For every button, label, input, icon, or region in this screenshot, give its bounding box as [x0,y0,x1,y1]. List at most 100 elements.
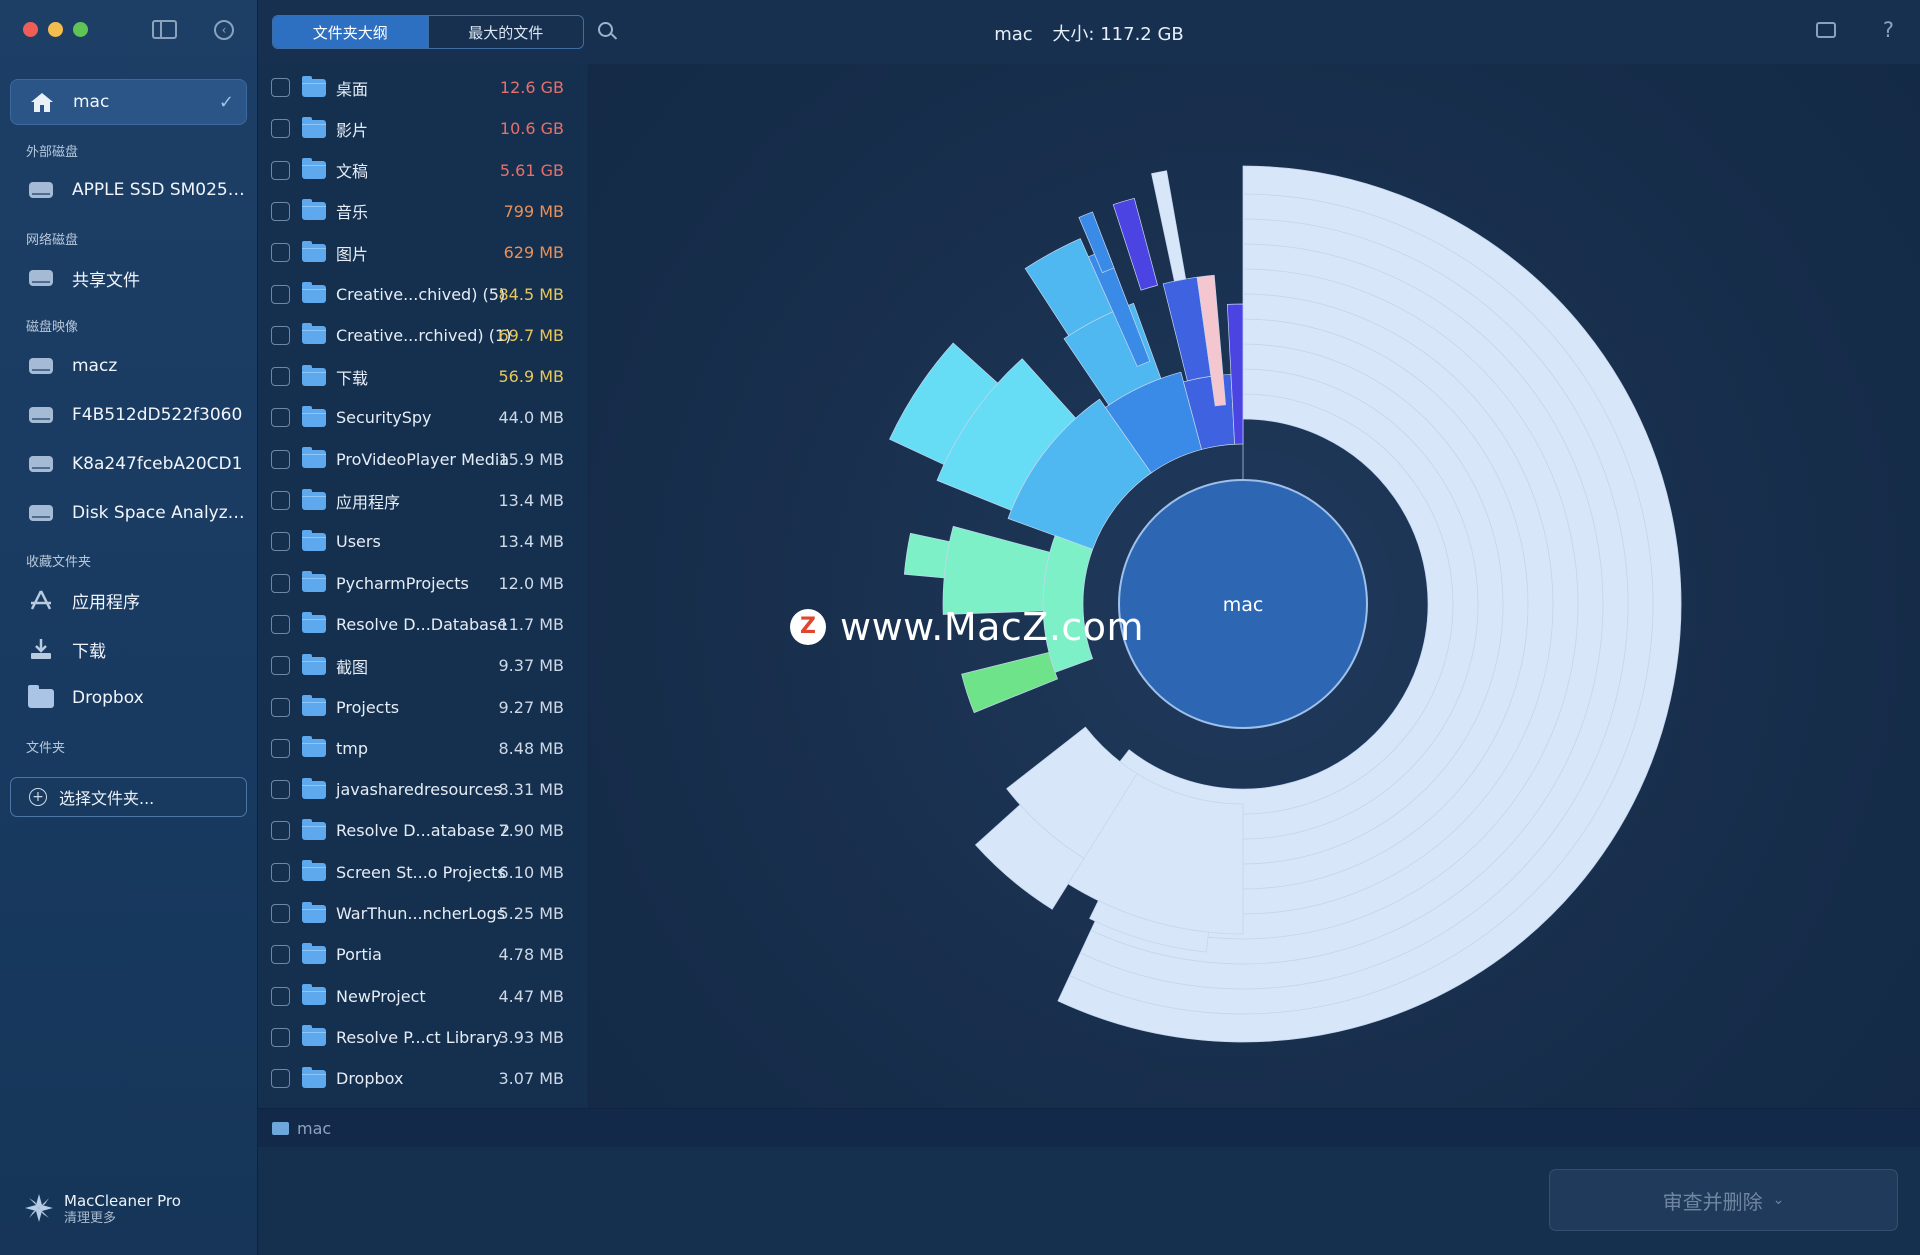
sunburst-segment-main[interactable] [1057,165,1682,1043]
folder-icon [28,684,54,708]
list-item[interactable]: 图片 629 MB [258,232,588,273]
list-item[interactable]: 下载 56.9 MB [258,356,588,397]
select-checkbox[interactable] [271,284,290,304]
list-item[interactable]: Projects 9.27 MB [258,687,588,728]
list-item[interactable]: 影片 10.6 GB [258,108,588,149]
help-icon[interactable]: ? [1882,18,1894,42]
sunburst-segment[interactable] [1089,900,1209,953]
sidebar-item-downloads[interactable]: 下载 [10,626,247,672]
folder-icon [302,860,326,882]
list-item[interactable]: ProVideoPlayer Media 15.9 MB [258,439,588,480]
folder-icon [302,612,326,634]
sidebar-item-mac[interactable]: mac ✓ [10,79,247,125]
select-checkbox[interactable] [271,780,290,800]
list-item[interactable]: 文稿 5.61 GB [258,150,588,191]
list-item[interactable]: WarThun...ncherLogs 5.25 MB [258,893,588,934]
list-item[interactable]: Resolve P...ct Library 3.93 MB [258,1017,588,1058]
close-window-button[interactable] [23,22,38,37]
zoom-window-button[interactable] [73,22,88,37]
list-item[interactable]: tmp 8.48 MB [258,728,588,769]
path-label[interactable]: mac [297,1118,332,1138]
select-checkbox[interactable] [271,862,290,882]
folder-name: Creative...chived) (5) [336,284,506,304]
sidebar-item-image-2[interactable]: K8a247fcebA20CD1 [10,441,247,487]
select-checkbox[interactable] [271,160,290,180]
sunburst-segment[interactable] [903,532,950,579]
sunburst-segment[interactable] [961,651,1059,714]
sidebar-item-image-1[interactable]: F4B512dD522f3060 [10,392,247,438]
chevron-down-icon: ⌄ [1772,1192,1785,1208]
sidebar-item-apple-ssd[interactable]: APPLE SSD SM0256... [10,167,247,213]
back-icon[interactable]: ‹ [214,20,234,40]
select-checkbox[interactable] [271,1069,290,1089]
sidebar-item-applications[interactable]: 应用程序 [10,577,247,623]
select-checkbox[interactable] [271,325,290,345]
select-checkbox[interactable] [271,243,290,263]
select-checkbox[interactable] [271,201,290,221]
list-item[interactable]: Dropbox 3.07 MB [258,1058,588,1099]
tab-largest-files[interactable]: 最大的文件 [427,16,584,48]
list-item[interactable]: NewProject 4.47 MB [258,976,588,1017]
minimize-window-button[interactable] [48,22,63,37]
folder-icon [302,488,326,510]
select-checkbox[interactable] [271,449,290,469]
sidebar-item-shared[interactable]: 共享文件 [10,255,247,301]
select-checkbox[interactable] [271,367,290,387]
list-item[interactable]: 截图 9.37 MB [258,645,588,686]
folder-icon [272,1121,289,1135]
select-checkbox[interactable] [271,738,290,758]
sidebar-toggle-icon[interactable] [152,20,177,39]
sunburst-segment[interactable] [1112,197,1159,291]
list-item[interactable]: javasharedresources 8.31 MB [258,769,588,810]
select-checkbox[interactable] [271,573,290,593]
list-item[interactable]: Users 13.4 MB [258,521,588,562]
folder-name: javasharedresources [336,780,502,800]
sidebar-item-disk-space-analyzer[interactable]: Disk Space Analyzer... [10,490,247,536]
list-item[interactable]: Resolve D...Database 11.7 MB [258,604,588,645]
brand[interactable]: MacCleaner Pro 清理更多 [24,1192,181,1228]
list-item[interactable]: 音乐 799 MB [258,191,588,232]
select-checkbox[interactable] [271,408,290,428]
list-item[interactable]: Screen St...o Projects 6.10 MB [258,852,588,893]
select-checkbox[interactable] [271,1027,290,1047]
feedback-icon[interactable] [1816,22,1836,38]
list-item[interactable]: SecuritySpy 44.0 MB [258,397,588,438]
select-checkbox[interactable] [271,491,290,510]
list-item[interactable]: Resolve D...atabase 2 7.90 MB [258,810,588,851]
list-item[interactable]: Creative...chived) (5) 84.5 MB [258,274,588,315]
review-and-delete-button[interactable]: 审查并删除 ⌄ [1549,1169,1898,1231]
choose-folder-button[interactable]: + 选择文件夹... [10,777,247,817]
select-checkbox[interactable] [271,532,290,552]
select-checkbox[interactable] [271,119,290,139]
list-item[interactable]: Portia 4.78 MB [258,934,588,975]
section-network-disks: 网络磁盘 [26,233,79,248]
sunburst-chart[interactable]: mac [589,64,1920,1108]
select-checkbox[interactable] [271,697,290,717]
sidebar-item-macz[interactable]: macz [10,343,247,389]
select-checkbox[interactable] [271,78,290,97]
select-checkbox[interactable] [271,945,290,965]
sunburst-segment[interactable] [1196,274,1226,407]
list-item[interactable]: 桌面 12.6 GB [258,67,588,108]
sunburst-segment[interactable] [974,804,1085,910]
sunburst-segment[interactable] [1042,535,1094,673]
watermark: Z www.MacZ.com [790,605,1144,649]
tab-folder-outline[interactable]: 文件夹大纲 [273,16,428,48]
list-item[interactable]: PycharmProjects 12.0 MB [258,563,588,604]
sunburst-center[interactable] [1118,479,1368,729]
list-item[interactable]: 应用程序 13.4 MB [258,480,588,521]
select-checkbox[interactable] [271,821,290,841]
select-checkbox[interactable] [271,656,290,676]
sidebar-item-dropbox[interactable]: Dropbox [10,675,247,721]
folder-size: 10.6 GB [499,119,564,139]
folder-icon [302,364,326,386]
sunburst-segment[interactable] [1078,211,1115,274]
sunburst-segment[interactable] [1151,170,1187,282]
select-checkbox[interactable] [271,614,290,634]
sunburst-segment[interactable] [942,525,1051,615]
select-checkbox[interactable] [271,986,290,1006]
search-icon[interactable] [598,22,613,37]
list-item[interactable]: Creative...rchived) (1) 69.7 MB [258,315,588,356]
sunburst-segment[interactable] [889,342,999,466]
select-checkbox[interactable] [271,904,290,923]
